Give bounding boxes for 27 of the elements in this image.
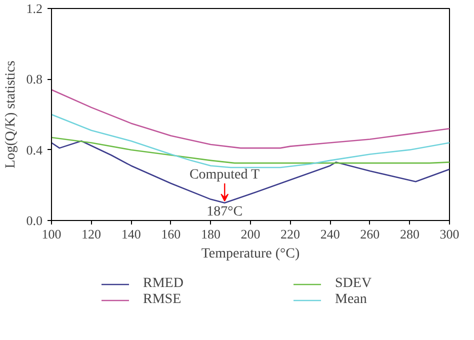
x-tick-label: 240	[320, 226, 340, 242]
y-axis-title: Log(Q/K) statistics	[3, 60, 18, 168]
legend-label: Mean	[335, 292, 368, 308]
y-tick-label: 0.0	[26, 213, 42, 228]
x-tick-label: 140	[121, 226, 141, 242]
y-tick-label: 0.8	[26, 72, 42, 87]
x-tick-label: 220	[280, 226, 300, 242]
y-tick-label: 1.2	[26, 1, 42, 16]
legend-label: RMSE	[143, 292, 182, 308]
x-tick-label: 180	[200, 226, 220, 242]
x-tick-label: 280	[400, 226, 420, 242]
x-tick-label: 120	[82, 226, 102, 242]
legend-label: SDEV	[335, 276, 373, 292]
x-axis-title: Temperature (°C)	[201, 246, 300, 262]
annotation: Computed T	[189, 168, 260, 183]
line-series	[52, 136, 450, 164]
line-series	[52, 114, 450, 168]
line-series	[52, 89, 450, 149]
x-tick-label: 160	[161, 226, 181, 242]
y-tick-label: 0.4	[26, 142, 43, 158]
annotation: 187°C	[206, 204, 243, 220]
x-tick-label: 100	[42, 226, 62, 242]
x-tick-label: 300	[440, 226, 460, 242]
line-series	[52, 140, 450, 204]
legend-label: RMED	[143, 276, 184, 292]
x-tick-label: 200	[240, 226, 260, 242]
x-tick-label: 260	[360, 226, 380, 242]
